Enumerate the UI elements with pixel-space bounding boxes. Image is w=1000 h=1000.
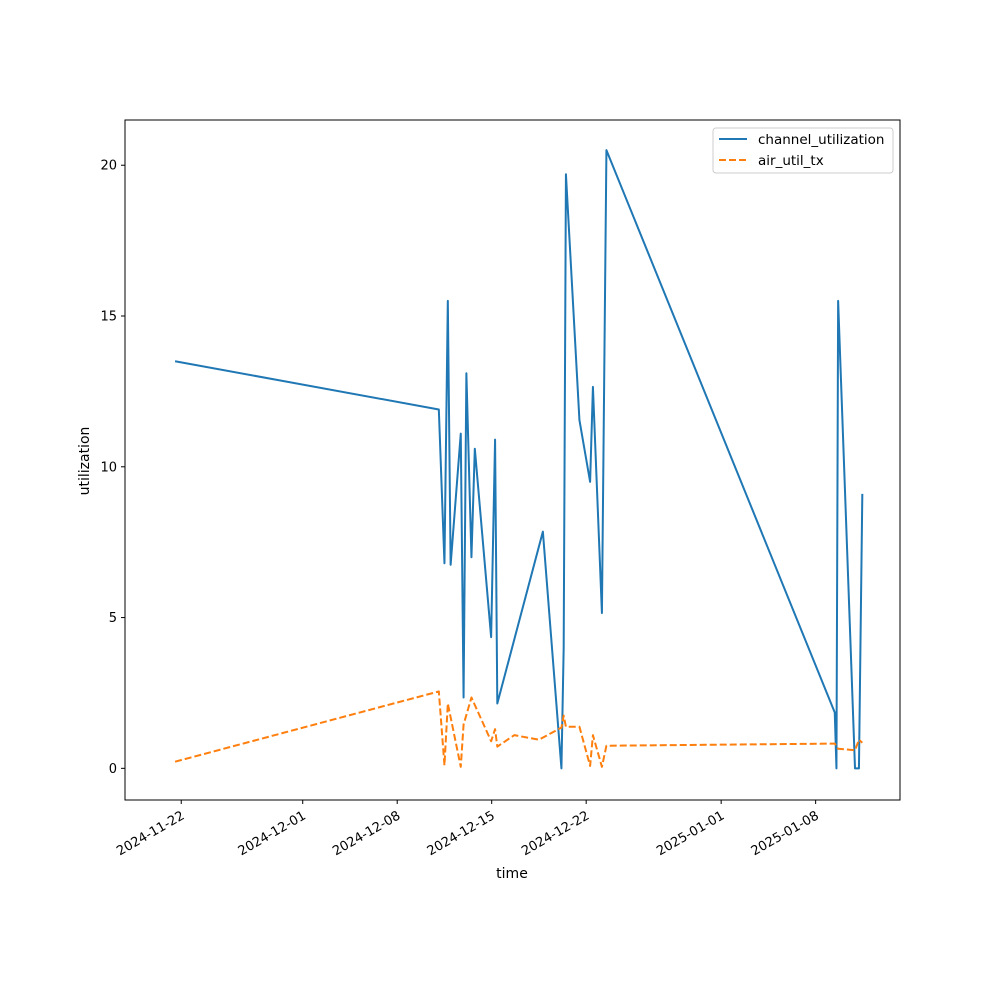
series-layer	[174, 149, 864, 770]
series-line-air-util-tx	[174, 690, 863, 768]
series-line-channel-utilization	[174, 149, 864, 770]
y-tick-label: 5	[109, 611, 117, 626]
legend-box	[712, 127, 894, 174]
x-axis-label: time	[496, 866, 528, 882]
y-tick-label: 10	[100, 460, 117, 475]
legend-label-air-util-tx: air_util_tx	[758, 153, 824, 169]
plot-frame	[124, 119, 901, 801]
y-tick-label: 20	[100, 159, 117, 174]
legend-label-channel-utilization: channel_utilization	[758, 132, 885, 148]
y-tick-label: 15	[100, 310, 117, 325]
y-tick-label: 0	[109, 762, 117, 777]
y-axis: 0 5 10 15 20	[100, 159, 125, 777]
y-axis-label: utilization	[77, 427, 93, 496]
legend: channel_utilization air_util_tx	[712, 127, 894, 174]
